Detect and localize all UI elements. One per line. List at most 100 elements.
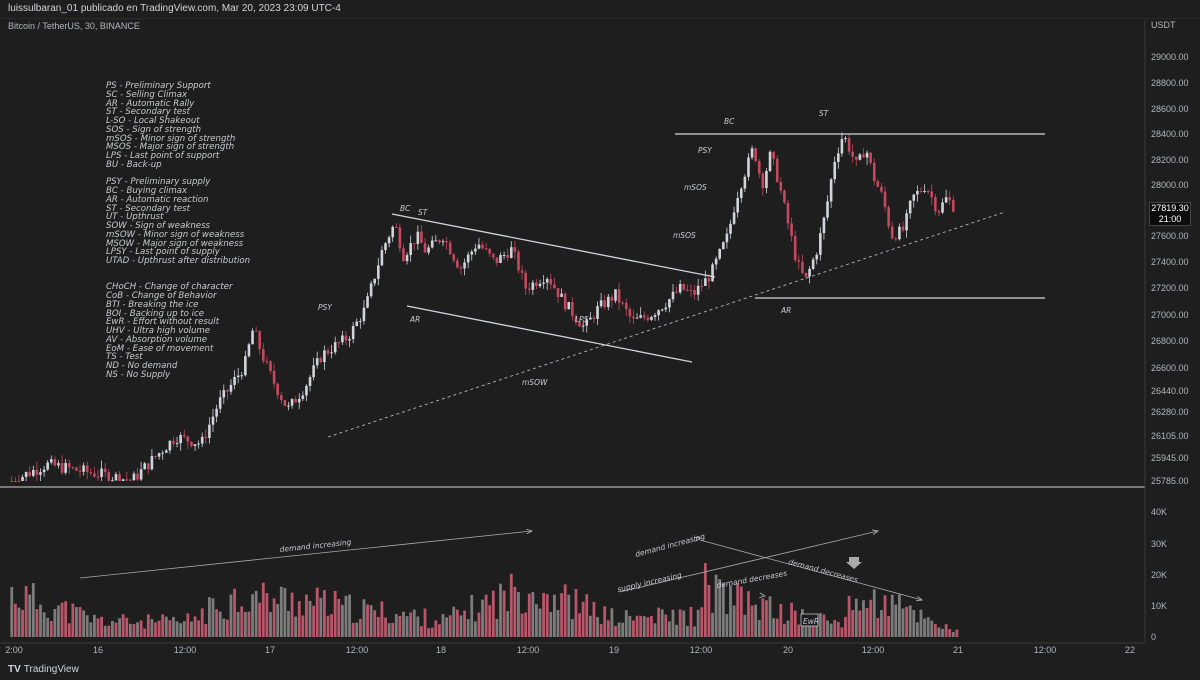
candle-body [811,259,815,269]
price-axis-label: 25785.00 [1151,476,1189,486]
volume-bar [872,589,876,637]
candle-body [420,231,423,243]
volume-bar [42,612,46,637]
candle-body [323,350,326,363]
volume-bar [517,591,520,637]
volume-bar [890,594,894,637]
annotation-ar2: AR [780,306,791,315]
price-axis-currency: USDT [1151,20,1176,30]
volume-bar [836,621,840,637]
volume-bar [398,615,402,637]
publish-header: luissulbaran_01 publicado en TradingView… [0,0,1200,19]
candle-body [57,463,60,466]
volume-bar [815,617,819,637]
volume-bar [933,623,937,637]
volume-bar [100,616,103,637]
time-axis-label: 21 [953,645,963,655]
candle-body [290,399,294,406]
legend-line: LPS - Last point of support [106,151,220,161]
volume-bar [596,617,599,637]
candle-body [272,370,276,384]
volume-bar [894,604,898,637]
candle-body [948,197,952,201]
volume-bar [308,600,312,637]
candle-body [294,399,297,403]
volume-bar [818,613,822,637]
candle-body [610,296,614,301]
candle-body [312,365,315,378]
volume-bar [211,598,215,637]
candle-body [193,444,197,447]
volume-bar [258,602,262,637]
candle-body [125,479,129,481]
candle-body [887,207,890,227]
candle-body [247,344,251,357]
volume-bar [121,614,125,637]
candle-body [445,241,448,243]
volume-bar [553,594,556,637]
volume-bar [287,611,290,637]
candle-body [563,293,567,310]
candle-body [937,210,941,213]
volume-bar [118,618,121,637]
candle-body [204,436,208,438]
volume-bar [132,624,136,637]
volume-bar [28,594,32,637]
volume-bar [599,624,603,637]
candle-body [890,226,894,239]
volume-bar [294,616,298,637]
ewr-box [800,613,819,627]
candle-body [840,139,844,154]
channel-upper-line [391,213,716,278]
volume-bar [312,605,316,637]
candle-body [42,469,46,473]
time-axis-label: 12:00 [862,645,885,655]
candle-body [222,390,226,398]
candle-body [754,148,757,162]
candle-body [236,375,240,377]
volume-bar [114,622,118,637]
annotation-st1: ST [418,208,429,217]
price-chart[interactable]: PSY BC ST AR mSOW LPS mSOS mSOS PSY BC ST AR demand … [0,0,1200,660]
legend-line: UT - Upthrust [106,212,164,223]
volume-bar [729,585,732,637]
candle-body [402,248,405,262]
volume-bar [89,622,93,637]
candle-body [89,472,93,474]
volume-bar [78,606,82,637]
candle-body [495,257,499,263]
candle-body [348,339,351,341]
candle-body [671,291,675,300]
candle-body [739,188,743,198]
candle-body [14,481,17,482]
candle-body [484,248,488,250]
volume-bar [463,610,466,637]
volume-bar [161,614,165,637]
annotation-demand-increasing-1: demand increasing [279,537,352,553]
candle-body [111,480,114,482]
candle-body [502,254,506,256]
candle-body [678,284,682,293]
legend-line: MSOW - Major sign of weakness [106,238,244,249]
volume-bar [387,623,391,637]
candle-body [262,349,265,362]
volume-bar [941,628,944,637]
volume-bar [905,606,908,637]
candle-body [624,302,628,310]
candle-body [129,479,132,481]
candle-body [412,243,416,245]
legend-line: ND - No demand [106,361,178,371]
candle-body [876,181,880,187]
price-axis-label: 25945.00 [1151,453,1189,463]
candle-body [567,302,571,310]
price-axis-label: 27200.00 [1151,283,1189,293]
volume-bar [682,610,686,637]
volume-bar [635,615,639,637]
volume-bar [844,616,847,637]
volume-bar [200,608,204,637]
candle-body [53,459,57,466]
candle-body [121,479,125,481]
volume-bar [340,604,344,637]
arrow-head [759,592,767,598]
volume-bar [57,605,60,637]
